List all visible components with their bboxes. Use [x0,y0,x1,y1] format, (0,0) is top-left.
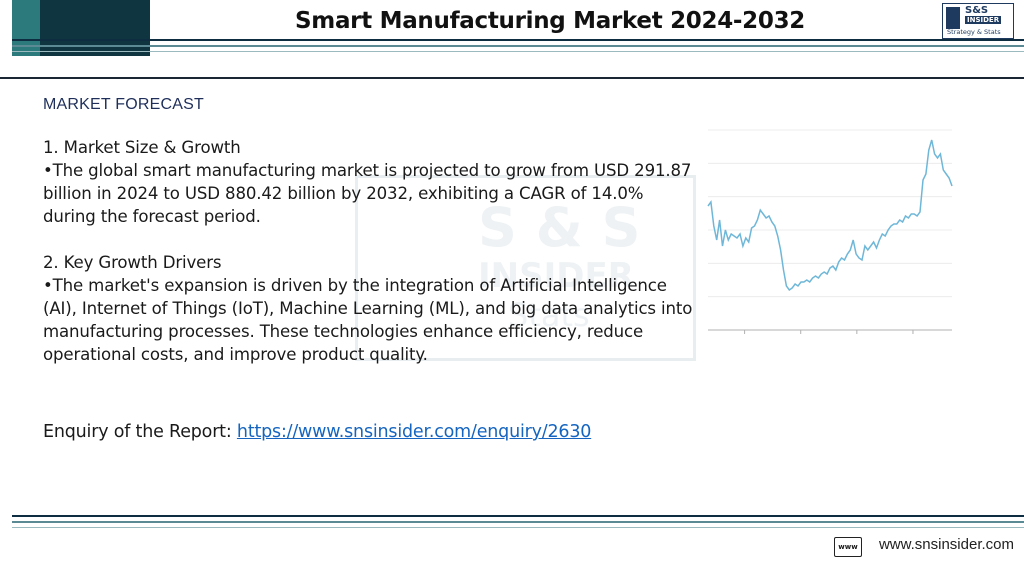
watermark-text: INSIDER [478,256,634,296]
section-heading: MARKET FORECAST [43,96,204,113]
brand-logo: S&S INSIDER Strategy & Stats [942,3,1014,39]
footer-divider [12,527,1024,528]
watermark-text: Stats [508,296,590,334]
footer-divider [12,521,1024,523]
growth-heading: 1. Market Size & Growth [43,138,241,157]
enquiry-line: Enquiry of the Report: https://www.snsin… [43,422,591,442]
header-divider [0,77,1024,79]
page-title: Smart Manufacturing Market 2024-2032 [295,8,805,34]
logo-text-1: S&S [965,5,989,16]
watermark-logo: S & S INSIDER Stats [355,175,696,361]
chart-axis [744,330,914,334]
logo-text-2: INSIDER [965,16,1002,24]
watermark-text: S & S [478,196,641,259]
chart-grid [708,129,952,331]
header-divider [12,39,1024,41]
header-divider [12,51,1024,52]
enquiry-link[interactable]: https://www.snsinsider.com/enquiry/2630 [236,422,592,442]
footer-website[interactable]: www.snsinsider.com [878,536,1014,553]
enquiry-label: Enquiry of the Report: [43,422,237,442]
chess-rook-icon [946,7,960,29]
drivers-text: •The market's expansion is driven by the… [43,276,693,364]
trend-chart [707,129,953,334]
logo-tagline: Strategy & Stats [947,28,1001,36]
growth-text: •The global smart manufacturing market i… [43,161,692,226]
drivers-heading: 2. Key Growth Drivers [43,253,222,272]
series-line [707,139,953,292]
footer-divider [12,515,1024,517]
header-divider [12,45,1024,47]
web-icon: www [834,537,862,557]
forecast-content: 1. Market Size & Growth •The global smar… [43,136,693,366]
